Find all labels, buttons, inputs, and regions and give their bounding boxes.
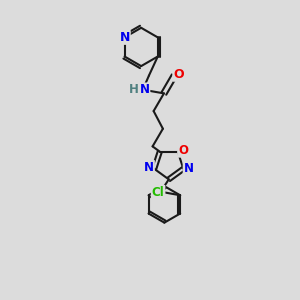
Text: Cl: Cl (152, 186, 164, 199)
Text: N: N (184, 162, 194, 175)
Text: O: O (173, 68, 184, 81)
Text: N: N (119, 31, 130, 44)
Text: N: N (144, 161, 154, 174)
Text: N: N (140, 83, 150, 96)
Text: H: H (129, 83, 139, 96)
Text: O: O (178, 144, 188, 157)
